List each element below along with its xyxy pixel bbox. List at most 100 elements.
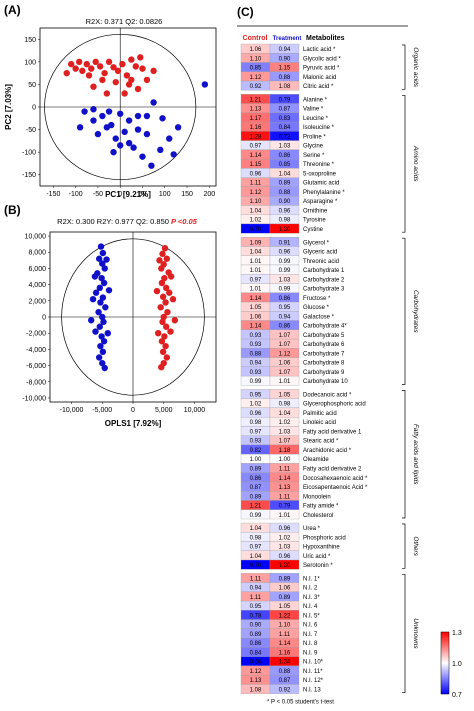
heatmap-value-control: 0.99 xyxy=(250,513,262,519)
data-point-treatment xyxy=(170,151,177,158)
heatmap-value-control: 0.97 xyxy=(250,144,262,150)
heatmap-value-treatment: 0.88 xyxy=(279,75,291,81)
data-point-control xyxy=(155,329,162,337)
heatmap-value-control: 0.89 xyxy=(250,632,262,638)
data-point-treatment xyxy=(99,294,107,301)
heatmap-value-treatment: 1.05 xyxy=(279,392,291,398)
colorbar-tick-label: 1.3 xyxy=(452,630,462,637)
data-point-treatment xyxy=(90,117,97,124)
heatmap-value-treatment: 1.13 xyxy=(279,485,291,491)
data-point-treatment xyxy=(104,329,111,337)
data-point-treatment xyxy=(101,364,108,372)
heatmap-value-control: 0.70 xyxy=(250,227,262,233)
data-point-treatment xyxy=(105,108,113,115)
data-point-treatment xyxy=(125,139,133,147)
heatmap-value-control: 0.87 xyxy=(250,485,262,491)
heatmap-value-control: 1.14 xyxy=(250,324,262,330)
data-point-treatment xyxy=(174,124,182,131)
x-tick-label: 200 xyxy=(203,191,215,198)
heatmap-value-control: 1.14 xyxy=(250,296,262,302)
metabolite-label: Glyceric acid xyxy=(303,250,337,256)
heatmap-value-control: 1.01 xyxy=(250,259,262,265)
heatmap-value-treatment: 0.99 xyxy=(279,287,291,293)
data-point-control xyxy=(167,328,174,335)
data-point-control xyxy=(159,318,166,326)
heatmap-value-treatment: 1.03 xyxy=(279,545,291,551)
group-bracket xyxy=(402,237,406,385)
heatmap-value-control: 0.96 xyxy=(250,411,262,417)
heatmap-value-control: 1.08 xyxy=(250,687,262,693)
data-point-treatment xyxy=(95,308,102,316)
heatmap-value-treatment: 0.86 xyxy=(279,296,291,302)
data-point-treatment xyxy=(166,135,173,142)
heatmap-value-treatment: 1.07 xyxy=(279,370,291,376)
data-point-treatment xyxy=(101,265,108,272)
metabolite-label: Uric acid * xyxy=(303,554,331,560)
heatmap-value-treatment: 1.08 xyxy=(279,84,291,90)
data-point-control xyxy=(161,244,169,252)
data-point-control xyxy=(101,69,108,77)
data-point-treatment xyxy=(125,117,133,124)
x-tick-label: 100 xyxy=(159,191,171,198)
data-point-treatment xyxy=(92,328,99,335)
heatmap-value-control: 0.93 xyxy=(250,333,262,339)
metabolite-label: N.I. 5* xyxy=(303,613,320,619)
metabolite-label: N.I. 11* xyxy=(303,669,323,675)
heatmap-value-control: 0.93 xyxy=(250,370,262,376)
heatmap-value-control: 1.16 xyxy=(250,125,262,131)
heatmap-value-treatment: 0.85 xyxy=(279,162,291,168)
y-axis-label: PC2 [7.03%] xyxy=(4,84,13,130)
metabolite-label: Carbohydrate 7 xyxy=(303,351,345,357)
data-point-control xyxy=(96,63,104,70)
data-point-control xyxy=(76,58,83,66)
metabolite-label: N.I. 8 xyxy=(303,641,318,647)
data-point-control xyxy=(128,56,135,63)
metabolite-label: 5-oxoproline xyxy=(303,171,337,177)
heatmap-value-treatment: 0.96 xyxy=(279,554,291,560)
heatmap-value-treatment: 1.11 xyxy=(279,632,291,638)
metabolite-label: Carbohydrate 9 xyxy=(303,370,345,376)
group-bracket xyxy=(402,390,406,519)
y-tick-label: -4,000 xyxy=(26,347,46,354)
data-point-control xyxy=(163,323,170,330)
data-point-treatment xyxy=(98,333,105,340)
data-point-treatment xyxy=(103,256,110,263)
heatmap-value-control: 1.12 xyxy=(250,75,262,81)
heatmap-value-treatment: 0.96 xyxy=(279,526,291,532)
data-point-treatment xyxy=(100,279,108,287)
group-bracket xyxy=(402,573,406,694)
heatmap-value-treatment: 0.99 xyxy=(279,268,291,274)
metabolite-label: Phosphoric acid xyxy=(303,535,346,541)
metabolite-label: N.I. 4 xyxy=(303,604,318,610)
metabolite-label: Valine * xyxy=(303,107,324,113)
heatmap-value-control: 1.04 xyxy=(250,250,262,256)
scores-panel: (A) R2X: 0.371 Q2: 0.0826 -150 -100 -50 0 50 10… xyxy=(0,0,232,711)
data-point-treatment xyxy=(97,299,104,306)
data-point-control xyxy=(63,69,70,77)
heatmap-value-control: 0.86 xyxy=(250,641,262,647)
heatmap-value-treatment: 1.01 xyxy=(279,513,291,519)
heatmap-value-treatment: 1.02 xyxy=(279,420,291,426)
data-point-treatment xyxy=(121,128,128,136)
heatmap-value-control: 0.88 xyxy=(250,351,262,357)
heatmap-value-treatment: 1.00 xyxy=(279,457,291,463)
y-tick-label: 150 xyxy=(24,37,36,44)
hotelling-ellipse xyxy=(61,238,205,396)
heatmap-value-treatment: 0.94 xyxy=(279,314,291,320)
pca-score-plot: (A) R2X: 0.371 Q2: 0.0826 -150 -100 -50 0 50 10… xyxy=(4,3,217,199)
y-tick-label: 6,000 xyxy=(28,266,46,273)
heatmap-value-treatment: 1.07 xyxy=(279,333,291,339)
data-point-treatment xyxy=(112,135,119,142)
data-point-treatment xyxy=(130,144,137,151)
data-point-treatment xyxy=(92,289,100,296)
heatmap-value-control: 0.97 xyxy=(250,277,262,283)
data-point-control xyxy=(162,299,169,306)
heatmap-value-control: 1.00 xyxy=(250,457,262,463)
heatmap-value-control: 0.85 xyxy=(250,66,262,72)
y-tick-label: 0 xyxy=(42,315,46,322)
heatmap-value-control: 0.95 xyxy=(250,392,262,398)
metabolite-label: Ornithine xyxy=(303,208,328,214)
data-point-treatment xyxy=(105,287,113,294)
metabolite-label: Glycolic acid * xyxy=(303,56,341,62)
heatmap-value-treatment: 1.14 xyxy=(279,476,291,482)
